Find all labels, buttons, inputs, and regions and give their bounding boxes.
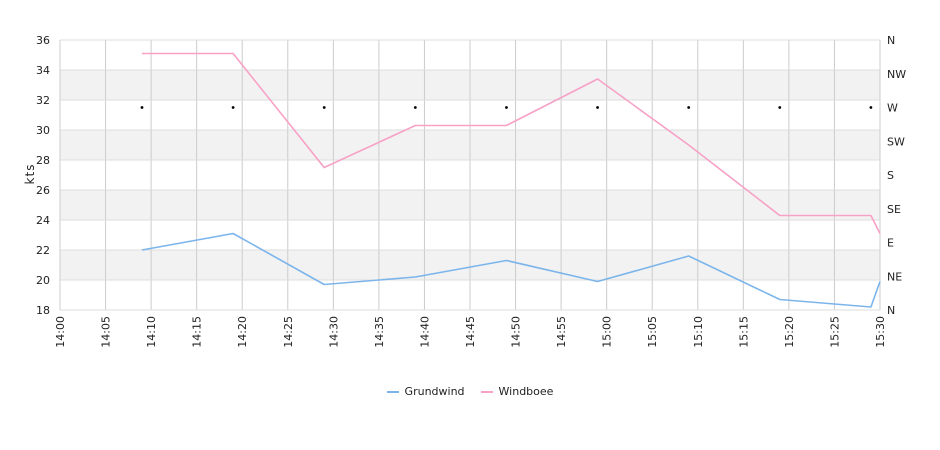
y-tick-label: 32 [36, 94, 50, 107]
y-axis-label: kts [23, 164, 37, 185]
legend-label-windboee: Windboee [498, 385, 554, 398]
direction-marker [140, 106, 144, 109]
x-tick-label: 15:15 [737, 316, 750, 348]
legend-swatch-grundwind [386, 390, 399, 393]
direction-marker [505, 106, 508, 109]
direction-tick-label: W [887, 102, 898, 115]
direction-tick-label: SE [887, 203, 901, 216]
x-tick-label: 14:30 [327, 316, 340, 348]
y-tick-label: 22 [36, 244, 50, 257]
x-tick-label: 15:00 [601, 316, 614, 348]
x-tick-label: 14:20 [236, 316, 249, 348]
y-tick-label: 20 [36, 274, 50, 287]
y-tick-label: 36 [36, 34, 50, 47]
legend-item-grundwind[interactable]: Grundwind [386, 385, 465, 398]
legend-item-windboee[interactable]: Windboee [480, 385, 554, 398]
direction-tick-label: NE [887, 270, 902, 283]
y-tick-label: 18 [36, 304, 50, 317]
y-tick-label: 26 [36, 184, 50, 197]
x-tick-label: 14:50 [510, 316, 523, 348]
direction-marker [869, 106, 873, 109]
x-tick-label: 14:40 [418, 316, 431, 348]
y-tick-label: 24 [36, 214, 50, 227]
x-tick-label: 14:45 [464, 316, 477, 348]
y-axis-tick-labels: 18 20 22 24 26 28 30 32 34 36 [36, 34, 50, 317]
direction-marker [413, 106, 417, 109]
direction-tick-label: NW [887, 68, 906, 81]
direction-tick-label: N [887, 34, 895, 47]
direction-marker [596, 106, 599, 109]
x-tick-label: 15:05 [646, 316, 659, 348]
series-line-windboee [142, 52, 881, 234]
direction-marker [231, 106, 235, 109]
horizontal-gridlines [60, 39, 880, 311]
series-lines [141, 52, 881, 308]
direction-tick-label: N [887, 304, 895, 317]
x-tick-label: 14:25 [282, 316, 295, 348]
x-tick-label: 14:05 [100, 316, 113, 348]
direction-markers [140, 106, 873, 109]
y-tick-label: 30 [36, 124, 50, 137]
x-tick-label: 15:20 [783, 316, 796, 348]
direction-marker [778, 106, 782, 109]
vertical-gridlines [59, 40, 881, 310]
x-tick-label: 14:35 [373, 316, 386, 348]
x-tick-label: 14:10 [145, 316, 158, 348]
legend-label-grundwind: Grundwind [404, 385, 465, 398]
y-tick-label: 34 [36, 64, 50, 77]
x-tick-label: 15:10 [692, 316, 705, 348]
x-tick-label: 14:00 [54, 316, 67, 348]
x-tick-label: 15:30 [874, 316, 887, 348]
legend-swatch-windboee [480, 390, 493, 393]
direction-axis-labels: N NE E SE S SW W NW N [887, 34, 906, 317]
direction-tick-label: SW [887, 135, 905, 148]
wind-chart: 18 20 22 24 26 28 30 32 34 36 N NE E SE S SW W NW N 14:00… [23, 34, 906, 348]
x-tick-label: 14:55 [555, 316, 568, 348]
direction-tick-label: S [887, 169, 894, 182]
direction-marker [687, 106, 691, 109]
direction-marker [322, 106, 326, 109]
x-axis-tick-labels: 14:00 14:05 14:10 14:15 14:20 14:25 14:30 14:35… [54, 316, 887, 348]
y-tick-label: 28 [36, 154, 50, 167]
x-tick-label: 15:25 [828, 316, 841, 348]
direction-tick-label: E [887, 237, 894, 250]
series-line-grundwind [141, 232, 881, 308]
legend: Grundwind Windboee [0, 385, 940, 398]
x-tick-label: 14:15 [191, 316, 204, 348]
